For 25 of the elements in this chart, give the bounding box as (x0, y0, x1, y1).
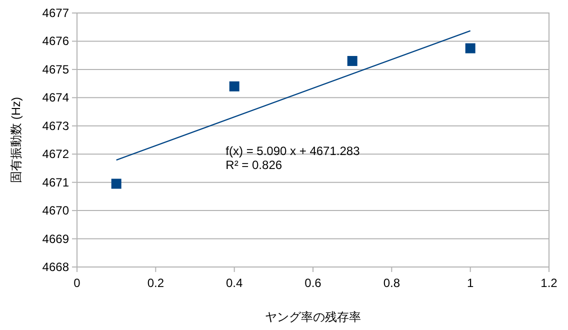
x-tick-label: 1.2 (540, 276, 558, 290)
point (229, 81, 240, 92)
x-tick-label: 0 (74, 276, 81, 290)
x-tick-label: 0.4 (226, 276, 243, 290)
y-tick-label: 4677 (42, 6, 70, 20)
x-tick-label: 0.8 (383, 276, 400, 290)
annotation: R² = 0.826 (226, 158, 282, 172)
y-tick-label: 4669 (42, 232, 70, 246)
y-tick-label: 4668 (42, 260, 70, 274)
y-tick-label: 4676 (42, 34, 70, 48)
y-tick-label: 4672 (42, 147, 70, 162)
y-tick-label: 4674 (42, 90, 70, 105)
x-tick-label: 0.6 (304, 276, 322, 290)
y-tick-label: 4673 (42, 118, 70, 133)
y-tick-label: 4670 (42, 204, 70, 218)
x-tick-label: 1 (466, 276, 474, 290)
annotation: f(x) = 5.090 x + 4671.283 (226, 144, 360, 158)
point (465, 43, 476, 54)
x-tick-label: 0.2 (147, 276, 164, 290)
y-tick-label: 4671 (42, 175, 70, 190)
point (347, 56, 358, 66)
y-tick-label: 4675 (42, 62, 70, 76)
y-axis-title: 固有振動数 (Hz) (9, 97, 23, 183)
point (111, 178, 122, 189)
x-axis-title: ヤング率の残存率 (265, 310, 361, 324)
